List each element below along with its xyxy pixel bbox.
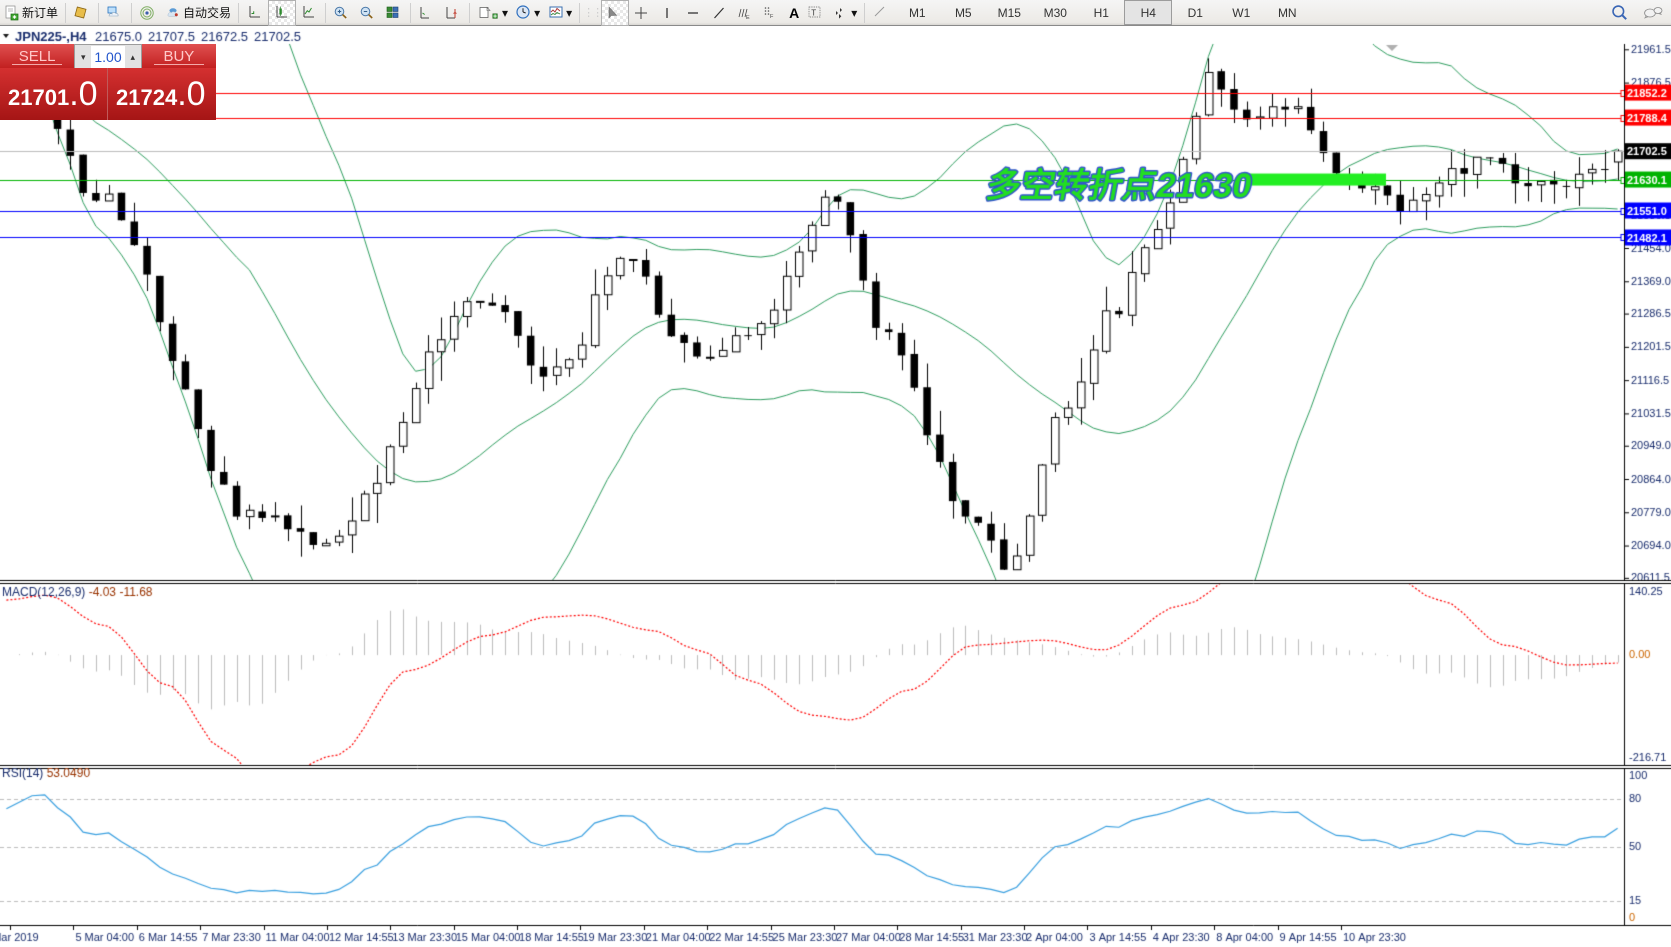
svg-text:E: E xyxy=(746,15,750,21)
svg-text:T: T xyxy=(812,8,817,17)
svg-text:F: F xyxy=(770,14,774,20)
